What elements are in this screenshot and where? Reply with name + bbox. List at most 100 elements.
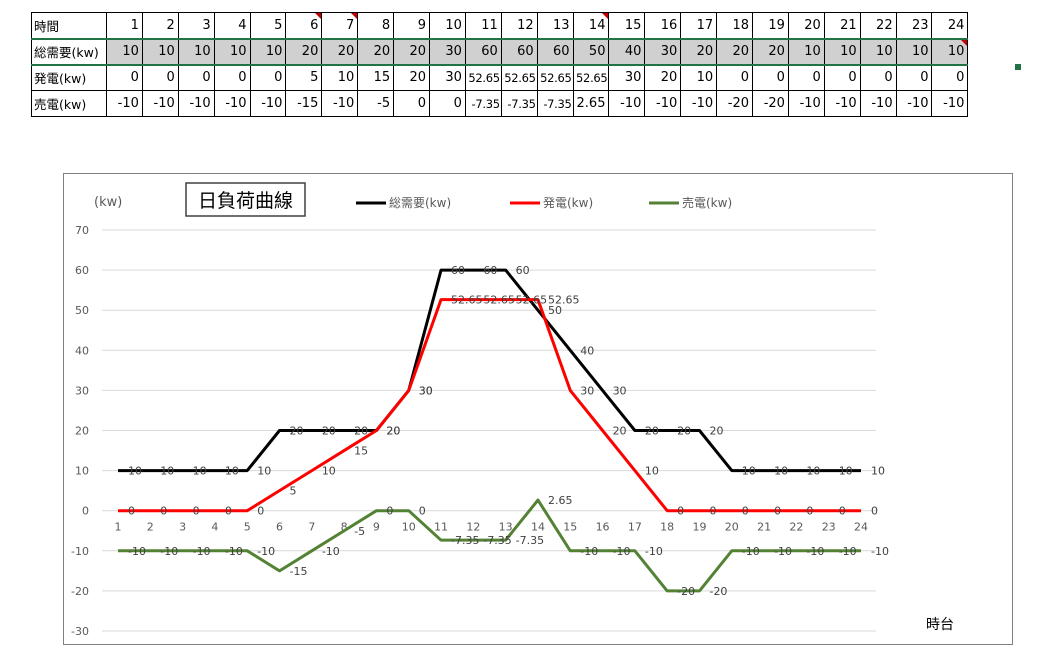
hour-cell[interactable]: 17	[680, 12, 718, 39]
table-cell[interactable]: -10	[823, 90, 861, 117]
table-cell[interactable]: -10	[106, 90, 143, 117]
table-cell[interactable]: 0	[716, 64, 754, 91]
hour-cell[interactable]: 5	[249, 12, 287, 39]
header-label-cell[interactable]: 時間	[31, 12, 107, 39]
table-cell[interactable]: 52.65	[572, 64, 610, 91]
table-cell[interactable]: -20	[752, 90, 789, 117]
hour-cell[interactable]: 24	[931, 12, 969, 39]
table-cell[interactable]: 20	[716, 37, 754, 66]
table-cell[interactable]: 10	[321, 64, 359, 91]
table-cell[interactable]: 20	[321, 37, 359, 66]
table-cell[interactable]: -10	[931, 90, 969, 117]
table-cell[interactable]: 30	[644, 37, 682, 66]
table-cell[interactable]: 20	[680, 37, 718, 66]
table-cell[interactable]: -10	[895, 90, 933, 117]
table-cell[interactable]: 0	[106, 64, 143, 91]
hour-cell[interactable]: 23	[895, 12, 933, 39]
table-cell[interactable]: -10	[249, 90, 287, 117]
table-cell[interactable]: -10	[787, 90, 825, 117]
table-cell[interactable]: 0	[393, 90, 431, 117]
table-cell[interactable]: 0	[823, 64, 861, 91]
table-cell[interactable]: -10	[141, 90, 179, 117]
hour-cell[interactable]: 4	[213, 12, 251, 39]
table-cell[interactable]: -10	[608, 90, 646, 117]
hour-cell[interactable]: 22	[859, 12, 897, 39]
table-cell[interactable]: 60	[500, 37, 538, 66]
hour-cell[interactable]: 18	[716, 12, 754, 39]
table-cell[interactable]: 60	[536, 37, 574, 66]
table-cell[interactable]: 20	[285, 37, 323, 66]
table-cell[interactable]: -7.35	[536, 90, 574, 117]
table-cell[interactable]: 52.65	[500, 64, 538, 91]
table-cell[interactable]: 10	[931, 37, 969, 66]
table-cell[interactable]: 50	[572, 37, 610, 66]
table-cell[interactable]: 0	[787, 64, 825, 91]
table-cell[interactable]: 30	[429, 64, 466, 91]
table-cell[interactable]: 0	[429, 90, 466, 117]
table-cell[interactable]: 40	[608, 37, 646, 66]
table-cell[interactable]: 0	[249, 64, 287, 91]
row-label-cell[interactable]: 発電(kw)	[31, 64, 107, 91]
table-cell[interactable]: -7.35	[464, 90, 502, 117]
table-cell[interactable]: 20	[393, 37, 431, 66]
table-cell[interactable]: -10	[321, 90, 359, 117]
table-cell[interactable]: 10	[787, 37, 825, 66]
table-cell[interactable]: -20	[716, 90, 754, 117]
chart-area[interactable]: -30 -20 -10 0 10 20 30 40 50 60 70 1 2 3 4 5 6 7 8 9 10 11 12 1…	[63, 173, 1013, 645]
table-cell[interactable]: 20	[644, 64, 682, 91]
hour-cell[interactable]: 7	[321, 12, 359, 39]
hour-cell[interactable]: 20	[787, 12, 825, 39]
table-cell[interactable]: -10	[644, 90, 682, 117]
table-cell[interactable]: 20	[393, 64, 431, 91]
hour-cell[interactable]: 3	[177, 12, 215, 39]
table-cell[interactable]: 0	[895, 64, 933, 91]
table-cell[interactable]: 10	[859, 37, 897, 66]
table-cell[interactable]: -10	[177, 90, 215, 117]
table-cell[interactable]: 10	[249, 37, 287, 66]
table-cell[interactable]: -15	[285, 90, 323, 117]
table-cell[interactable]: 10	[177, 37, 215, 66]
hour-cell[interactable]: 10	[429, 12, 466, 39]
table-cell[interactable]: 2.65	[572, 90, 610, 117]
row-label-cell[interactable]: 総需要(kw)	[31, 37, 107, 66]
hour-cell[interactable]: 2	[141, 12, 179, 39]
table-cell[interactable]: -10	[213, 90, 251, 117]
hour-cell[interactable]: 21	[823, 12, 861, 39]
table-cell[interactable]: 52.65	[536, 64, 574, 91]
table-cell[interactable]: -10	[680, 90, 718, 117]
table-cell[interactable]: 30	[608, 64, 646, 91]
table-cell[interactable]: -7.35	[500, 90, 538, 117]
table-cell[interactable]: 20	[357, 37, 395, 66]
table-cell[interactable]: 10	[823, 37, 861, 66]
table-cell[interactable]: 60	[464, 37, 502, 66]
table-cell[interactable]: 30	[429, 37, 466, 66]
table-cell[interactable]: 5	[285, 64, 323, 91]
hour-cell[interactable]: 19	[752, 12, 789, 39]
hour-cell[interactable]: 15	[608, 12, 646, 39]
table-cell[interactable]: -10	[859, 90, 897, 117]
hour-cell[interactable]: 16	[644, 12, 682, 39]
hour-cell[interactable]: 1	[106, 12, 143, 39]
hour-cell[interactable]: 11	[464, 12, 502, 39]
table-cell[interactable]: 15	[357, 64, 395, 91]
table-cell[interactable]: 0	[177, 64, 215, 91]
table-cell[interactable]: 52.65	[464, 64, 502, 91]
fill-handle[interactable]	[1015, 64, 1021, 70]
table-cell[interactable]: 0	[859, 64, 897, 91]
hour-cell[interactable]: 8	[357, 12, 395, 39]
table-cell[interactable]: 10	[141, 37, 179, 66]
hour-cell[interactable]: 14	[572, 12, 610, 39]
hour-cell[interactable]: 12	[500, 12, 538, 39]
table-cell[interactable]: 0	[752, 64, 789, 91]
hour-cell[interactable]: 6	[285, 12, 323, 39]
table-cell[interactable]: 0	[141, 64, 179, 91]
table-cell[interactable]: 20	[752, 37, 789, 66]
table-cell[interactable]: 10	[213, 37, 251, 66]
table-cell[interactable]: -5	[357, 90, 395, 117]
table-cell[interactable]: 0	[931, 64, 969, 91]
table-cell[interactable]: 10	[895, 37, 933, 66]
row-label-cell[interactable]: 売電(kw)	[31, 90, 107, 117]
table-cell[interactable]: 10	[680, 64, 718, 91]
table-cell[interactable]: 10	[106, 37, 143, 66]
hour-cell[interactable]: 9	[393, 12, 431, 39]
